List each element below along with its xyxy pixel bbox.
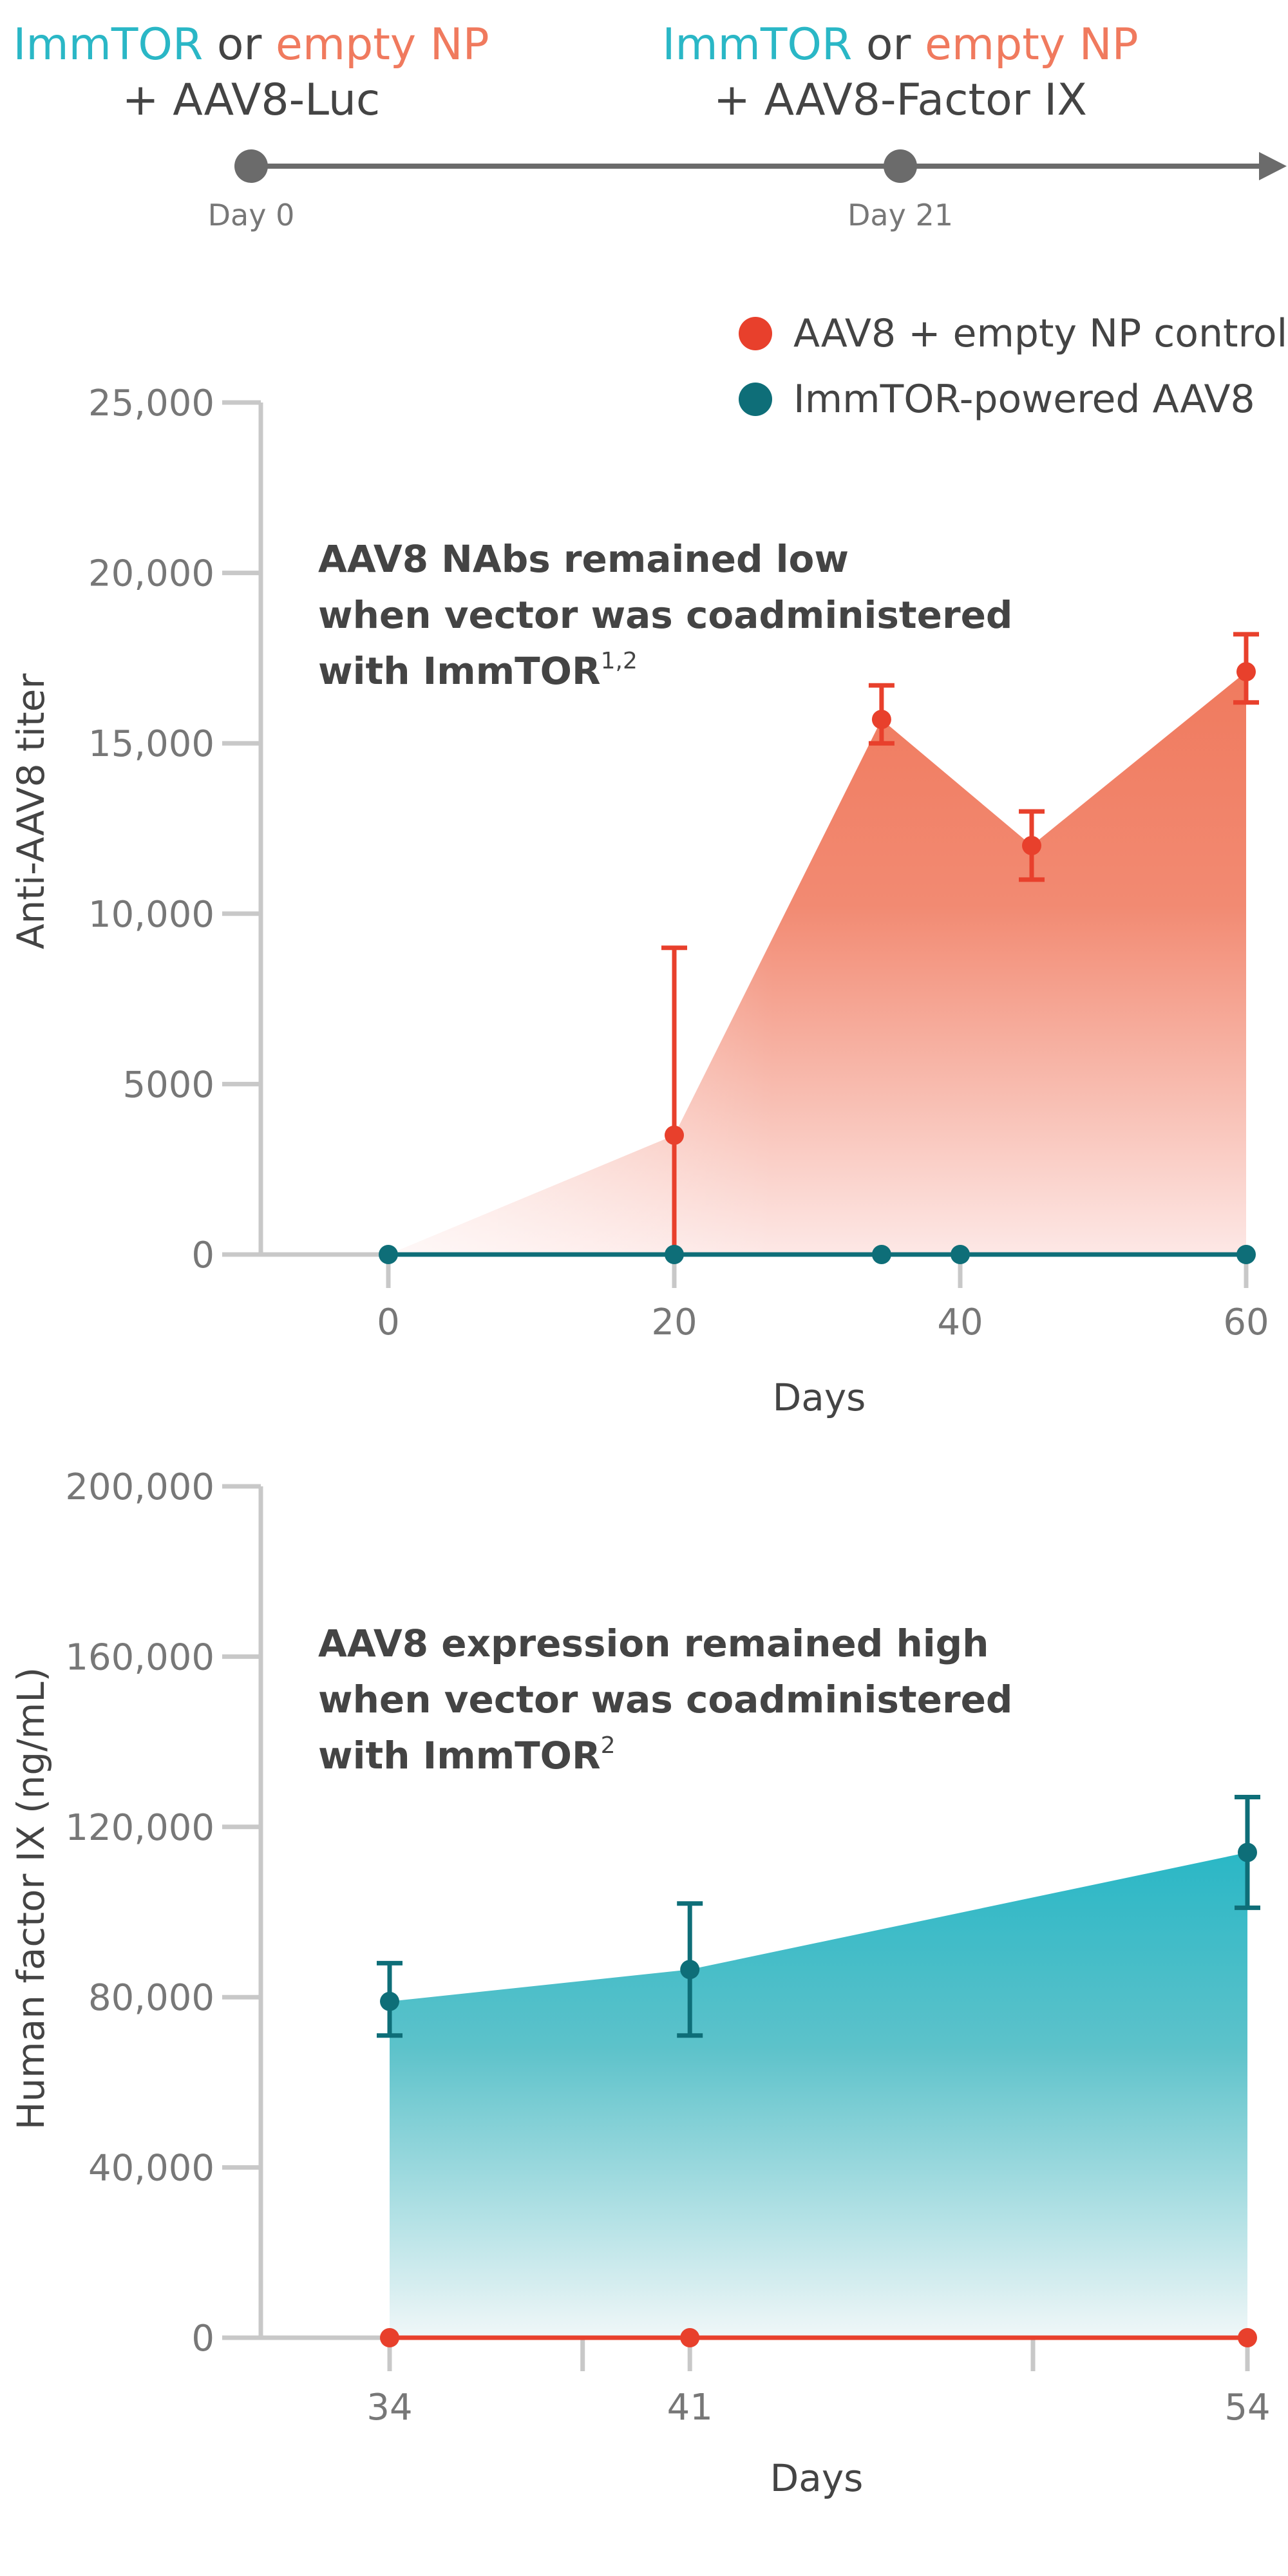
chart2-ytick-label: 80,000 [88,1977,214,2019]
timeline-day0-label: Day 0 [208,198,295,232]
chart1-point-aav8-empty-np-control [665,1125,684,1145]
chart1-marks [379,632,1259,1264]
chart2-point-immtor-powered-aav8 [680,1960,700,1980]
legend-label-immtor: ImmTOR-powered AAV8 [793,377,1255,422]
chart2-area-fill [390,1852,1247,2338]
legend-marker-control [739,317,772,350]
chart1-xlabel: Days [773,1376,866,1419]
chart2-point-aav8-empty-np-control [1238,2328,1257,2347]
chart2-annotation-line1: AAV8 expression remained high [318,1622,989,1665]
chart2-point-aav8-empty-np-control [680,2328,700,2347]
chart1-area-fade [388,672,1246,1255]
chart1-point-aav8-empty-np-control [1236,662,1256,682]
timeline-event1-empty-np: empty NP [276,19,489,70]
chart1-annotation-superscript: 1,2 [601,648,638,674]
timeline-day21-marker [884,149,917,183]
timeline-event1-or: or [203,19,276,70]
chart2-ytick-label: 120,000 [65,1807,214,1849]
timeline-day21-label: Day 21 [848,198,953,232]
chart1-xtick-label: 60 [1223,1302,1269,1343]
chart2-point-immtor-powered-aav8 [1238,1842,1257,1862]
chart2-ytick-label: 200,000 [65,1466,214,1508]
chart2-xlabel: Days [770,2456,864,2500]
chart1-area-layer [388,672,1246,1255]
timeline-event2-or: or [852,19,925,70]
chart1-point-aav8-empty-np-control [1022,835,1041,855]
chart-anti-aav8: 0 5000 10,000 15,000 20,000 25,000 0 20 40 60 AAV… [9,383,1269,1419]
chart2-point-immtor-powered-aav8 [380,1991,399,2011]
chart2-xtick-label: 41 [667,2387,713,2429]
chart1-annotation-line1: AAV8 NAbs remained low [318,537,849,581]
chart1-ytick-label: 20,000 [88,553,214,595]
chart2-annotation: AAV8 expression remained high when vecto… [318,1622,1026,1777]
chart2-marks [377,1795,1260,2347]
timeline-arrow-head-icon [1259,152,1287,180]
chart1-ytick-label: 25,000 [88,383,214,424]
chart1-point-immtor-powered-aav8 [871,1245,891,1264]
chart2-ytick-label: 40,000 [88,2148,214,2190]
timeline-event2-line2: + AAV8-Factor IX [714,75,1087,126]
chart1-ylabel: Anti-AAV8 titer [9,674,53,949]
chart1-point-immtor-powered-aav8 [665,1245,684,1264]
timeline-event1-line1: ImmTOR or empty NP [13,19,489,70]
timeline-event2-immtor: ImmTOR [662,19,852,70]
chart1-ytick-label: 15,000 [88,723,214,765]
chart1-xtick-label: 20 [651,1302,697,1343]
chart1-annotation-line2: when vector was coadministered [318,593,1012,637]
legend-marker-immtor [739,383,772,416]
chart2-area-layer [390,1852,1247,2338]
chart1-xtick-label: 40 [937,1302,983,1343]
chart2-point-aav8-empty-np-control [380,2328,399,2347]
chart-factor-ix: 0 40,000 80,000 120,000 160,000 200,000 34 41 54… [9,1466,1271,2500]
timeline-event1-line2: + AAV8-Luc [122,75,381,126]
chart2-xtick-label: 34 [366,2387,412,2429]
timeline-event1-immtor: ImmTOR [13,19,203,70]
timeline-event2-line1: ImmTOR or empty NP [662,19,1138,70]
chart1-point-immtor-powered-aav8 [951,1245,970,1264]
chart1-ytick-label: 10,000 [88,894,214,936]
timeline: ImmTOR or empty NP + AAV8-Luc ImmTOR or … [13,19,1287,232]
chart1-ytick-label: 5000 [122,1064,214,1106]
chart2-annotation-line2: when vector was coadministered [318,1678,1012,1721]
chart1-point-immtor-powered-aav8 [1236,1245,1256,1264]
chart1-ytick-label: 0 [191,1235,214,1276]
legend: AAV8 + empty NP control ImmTOR-powered A… [739,311,1287,422]
chart2-annotation-line3: with ImmTOR [318,1734,601,1777]
chart2-xtick-label: 54 [1224,2387,1270,2429]
chart1-point-aav8-empty-np-control [871,710,891,730]
timeline-day0-marker [234,149,268,183]
chart1-annotation: AAV8 NAbs remained low when vector was c… [318,537,1026,693]
chart2-ytick-label: 0 [191,2318,214,2360]
timeline-event2-empty-np: empty NP [925,19,1139,70]
chart1-annotation-line3: with ImmTOR [318,649,601,693]
chart2-annotation-superscript: 2 [601,1732,616,1759]
chart2-ytick-label: 160,000 [65,1636,214,1678]
chart2-ylabel: Human factor IX (ng/mL) [9,1667,53,2130]
legend-label-control: AAV8 + empty NP control [793,311,1287,356]
chart1-point-immtor-powered-aav8 [379,1245,398,1264]
chart1-axes: 0 5000 10,000 15,000 20,000 25,000 0 20 40 60 [88,383,1269,1343]
chart1-xtick-label: 0 [377,1302,400,1343]
